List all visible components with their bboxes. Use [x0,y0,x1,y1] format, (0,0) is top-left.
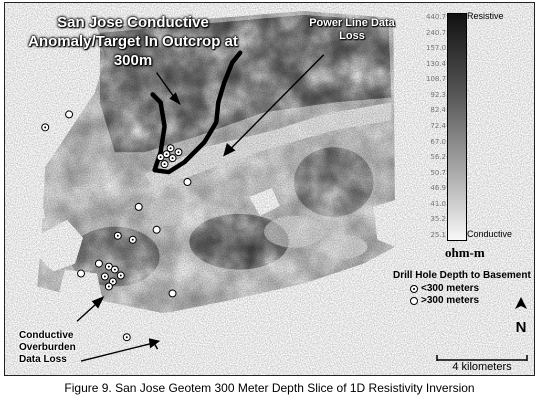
legend-label: <300 meters [421,283,480,294]
colorbar-tick: 25.1 [430,231,446,239]
colorbar-tick: 440.7 [426,13,447,21]
resistive-label: Resistive [467,11,504,21]
dotted-circle-icon [410,284,418,293]
scale-bar [436,355,528,361]
colorbar-tick: 67.0 [430,137,446,146]
figure-caption: Figure 9. San Jose Geotem 300 Meter Dept… [64,381,475,395]
resistivity-colorbar [447,13,467,241]
legend-title: Drill Hole Depth to Basement [393,270,531,281]
open-circle-icon [410,296,418,305]
legend-item-deep: >300 meters [410,295,479,306]
scale-label: 4 kilometers [452,361,512,373]
north-arrow: N [508,297,534,335]
legend-label: >300 meters [421,295,480,306]
colorbar-tick: 41.0 [430,199,446,208]
resistivity-map [5,3,534,375]
colorbar-tick: 82.4 [430,106,446,115]
north-arrow-icon [515,297,527,309]
colorbar-tick: 92.3 [430,90,446,99]
colorbar-tick: 72.4 [430,122,446,130]
map-frame: San Jose Conductive Anomaly/Target In Ou… [4,2,535,376]
colorbar-tick: 157.0 [426,44,447,53]
drill-holes-shallow-dots [44,126,180,339]
colorbar-tick: 46.9 [430,184,446,193]
colorbar-tick: 56.2 [430,153,446,162]
anomaly-target-label: San Jose Conductive Anomaly/Target In Ou… [28,14,238,69]
north-letter: N [515,319,527,336]
colorbar-tick: 108.7 [426,75,447,84]
legend-item-shallow: <300 meters [410,283,479,294]
colorbar-tick: 130.4 [426,59,447,68]
power-line-label: Power Line Data Loss [309,17,395,42]
colorbar-tick: 50.7 [430,168,446,177]
overburden-label: Conductive Overburden Data Loss [19,330,76,365]
unit-label: ohm-m [445,245,485,260]
colorbar-tick: 240.7 [426,28,447,37]
anomaly-outline [150,50,243,175]
annotation-arrows [76,54,325,362]
colorbar-tick: 35.2 [430,215,446,224]
conductive-label: Conductive [467,229,513,239]
drill-holes-deep [65,110,192,298]
small-map-mark [153,343,159,350]
